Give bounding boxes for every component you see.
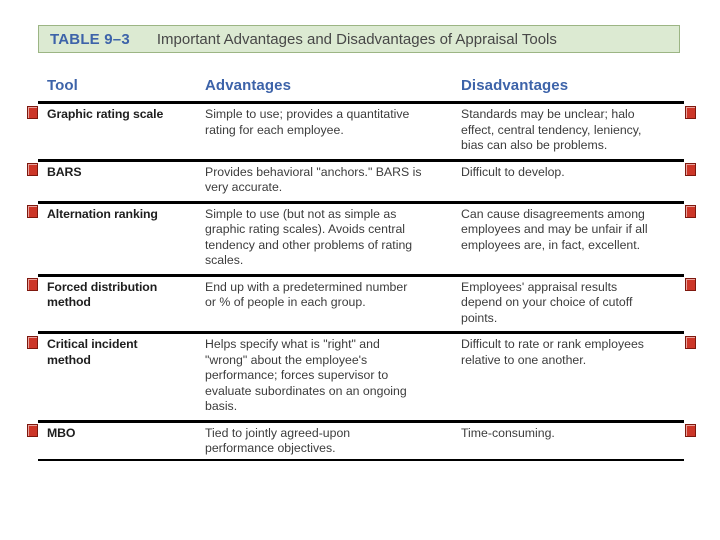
table-header-row: Tool Advantages Disadvantages (38, 70, 684, 104)
table-number-label: TABLE 9–3 (50, 30, 130, 48)
row-handle-icon[interactable] (685, 336, 696, 349)
column-header-disadvantages: Disadvantages (452, 70, 684, 104)
table-row: Alternation ranking Simple to use (but n… (38, 202, 684, 277)
advantages-cell: Provides behavioral "anchors." BARS is v… (196, 160, 452, 204)
disadvantages-cell: Employees' appraisal results depend on y… (452, 275, 684, 334)
row-handle-icon[interactable] (685, 205, 696, 218)
row-handle-icon[interactable] (27, 205, 38, 218)
table-title-text: Important Advantages and Disadvantages o… (156, 30, 557, 48)
disadvantages-cell: Time-consuming. (452, 421, 684, 461)
column-header-tool: Tool (38, 70, 196, 104)
disadvantages-cell: Can cause disagreements among employees … (452, 202, 684, 277)
row-handle-icon[interactable] (27, 106, 38, 119)
row-handle-icon[interactable] (685, 278, 696, 291)
table-row: Graphic rating scale Simple to use; prov… (38, 102, 684, 162)
row-handle-icon[interactable] (27, 163, 38, 176)
row-handle-icon[interactable] (27, 424, 38, 437)
tool-cell: Alternation ranking (38, 202, 196, 277)
advantages-cell: End up with a predetermined number or % … (196, 275, 452, 334)
disadvantages-cell: Difficult to rate or rank employees rela… (452, 332, 684, 423)
disadvantages-cell: Standards may be unclear; halo effect, c… (452, 102, 684, 162)
row-handle-icon[interactable] (685, 424, 696, 437)
column-header-advantages: Advantages (196, 70, 452, 104)
tool-cell: BARS (38, 160, 196, 204)
row-handle-icon[interactable] (27, 336, 38, 349)
row-handle-icon[interactable] (685, 106, 696, 119)
table-row: Critical incident method Helps specify w… (38, 332, 684, 423)
advantages-cell: Simple to use (but not as simple as grap… (196, 202, 452, 277)
advantages-cell: Helps specify what is "right" and "wrong… (196, 332, 452, 423)
advantages-cell: Tied to jointly agreed-upon performance … (196, 421, 452, 461)
tool-cell: Forced distribution method (38, 275, 196, 334)
table-title-banner: TABLE 9–3 Important Advantages and Disad… (38, 25, 680, 53)
table-row: BARS Provides behavioral "anchors." BARS… (38, 160, 684, 204)
advantages-cell: Simple to use; provides a quantitative r… (196, 102, 452, 162)
row-handle-icon[interactable] (27, 278, 38, 291)
appraisal-tools-table: Tool Advantages Disadvantages Graphic ra… (38, 70, 684, 461)
row-handle-icon[interactable] (685, 163, 696, 176)
table-row: Forced distribution method End up with a… (38, 275, 684, 334)
tool-cell: Graphic rating scale (38, 102, 196, 162)
tool-cell: Critical incident method (38, 332, 196, 423)
disadvantages-cell: Difficult to develop. (452, 160, 684, 204)
table-row: MBO Tied to jointly agreed-upon performa… (38, 421, 684, 461)
tool-cell: MBO (38, 421, 196, 461)
